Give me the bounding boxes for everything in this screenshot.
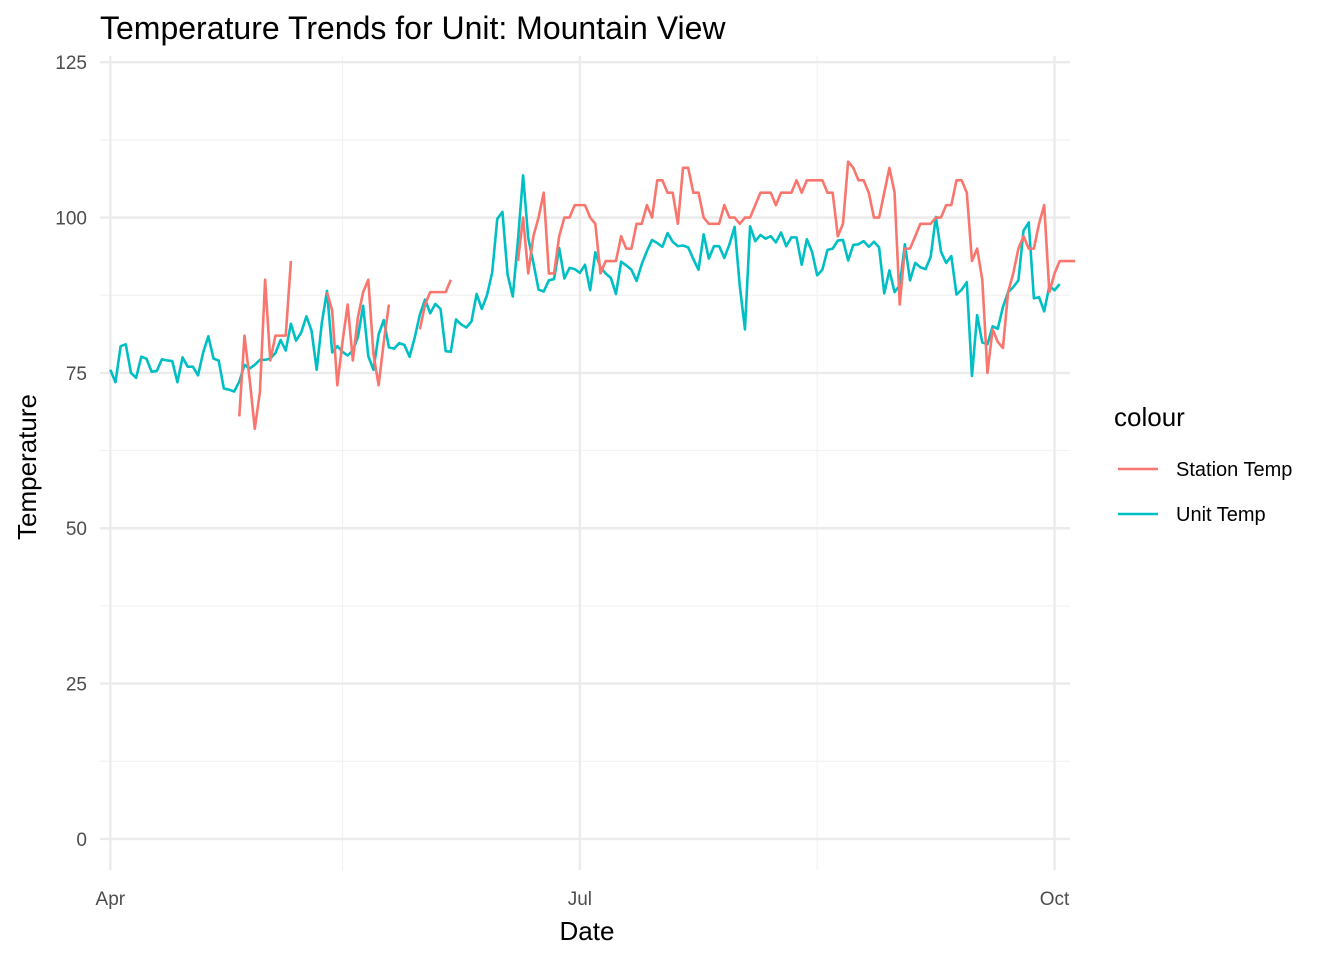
station-temp-line-segment [325, 278, 391, 387]
tick-labels: 0 25 50 75 100 125 Apr Jul Oct [55, 53, 1070, 910]
y-tick-label: 25 [66, 675, 87, 696]
station-temp-line-segment [238, 260, 293, 431]
legend-title: colour [1114, 402, 1185, 432]
legend: colour Station Temp Unit Temp [1114, 402, 1292, 526]
station-temp-legend-label: Station Temp [1176, 459, 1292, 481]
x-tick-label: Oct [1040, 889, 1070, 910]
minor-gridlines [100, 56, 1070, 870]
x-axis-title: Date [560, 916, 615, 946]
x-tick-label: Jul [568, 889, 592, 910]
series-lines [109, 160, 1076, 431]
y-tick-label: 125 [55, 53, 87, 74]
y-axis-title: Temperature [12, 394, 42, 540]
x-tick-label: Apr [96, 889, 126, 910]
station-temp-line-segment [516, 160, 1076, 375]
y-tick-label: 50 [66, 519, 87, 540]
y-tick-label: 75 [66, 364, 87, 385]
y-tick-label: 0 [76, 830, 87, 851]
unit-temp-line [109, 174, 1061, 393]
unit-temp-legend-label: Unit Temp [1176, 504, 1266, 526]
legend-entries: Station Temp Unit Temp [1118, 459, 1292, 526]
chart-title: Temperature Trends for Unit: Mountain Vi… [100, 10, 726, 46]
major-gridlines [100, 56, 1070, 870]
y-tick-label: 100 [55, 209, 87, 230]
station-temp-line-segment [418, 279, 453, 330]
